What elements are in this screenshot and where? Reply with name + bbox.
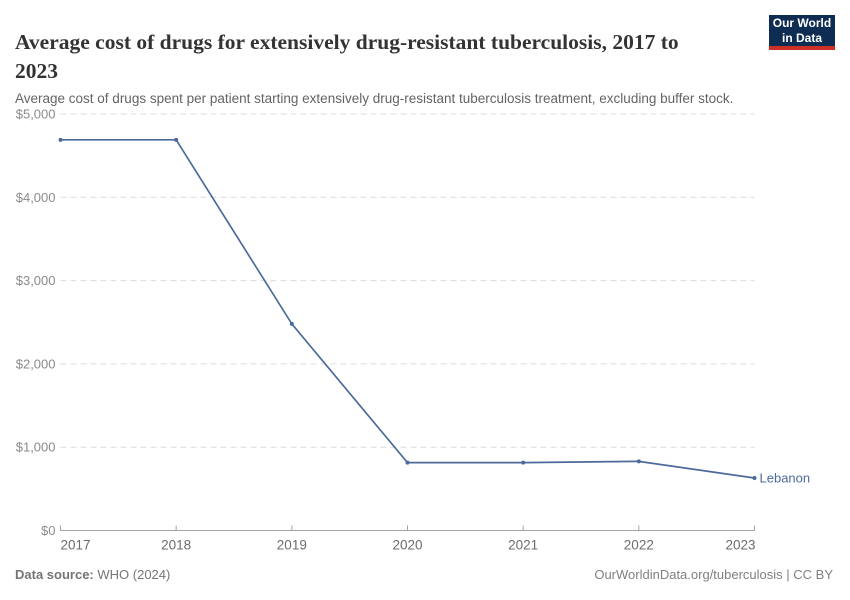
x-axis-tick-label: 2021 (508, 538, 538, 553)
data-source-label: Data source: (15, 567, 94, 582)
y-axis-tick-label: $4,000 (16, 190, 56, 205)
chart-title: Average cost of drugs for extensively dr… (15, 30, 679, 83)
chart-plot-area[interactable]: $0 $1,000 $2,000 $3,000 $4,000 $5,000 2017 2018… (0, 0, 850, 560)
x-axis-tick-label: 2018 (161, 538, 191, 553)
y-axis-tick-label: $2,000 (16, 356, 56, 371)
owid-logo[interactable]: Our World in Data (769, 15, 835, 50)
x-axis-tick-label: 2019 (277, 538, 307, 553)
x-axis-tick-label: 2023 (725, 538, 755, 553)
x-axis-tick-label: 2017 (61, 538, 91, 553)
x-axis-tick-label: 2022 (624, 538, 654, 553)
chart-footer: Data source: WHO (2024) OurWorldinData.o… (15, 567, 833, 582)
x-axis-tick-label: 2020 (392, 538, 422, 553)
y-axis-tick-label: $3,000 (16, 273, 56, 288)
data-point-marker (752, 476, 757, 481)
license-link[interactable]: OurWorldinData.org/tuberculosis | CC BY (594, 567, 833, 582)
data-line-lebanon (60, 138, 755, 479)
data-point-marker (174, 137, 179, 142)
chart-subtitle: Average cost of drugs spent per patient … (15, 90, 734, 106)
series-end-label[interactable]: Lebanon (760, 471, 811, 486)
data-point-marker (58, 137, 63, 142)
owid-logo-line1: Our World (772, 16, 832, 31)
data-point-marker (289, 321, 294, 326)
data-point-marker (636, 459, 641, 464)
y-axis-tick-label: $1,000 (16, 440, 56, 455)
y-axis-tick-label: $5,000 (16, 107, 56, 122)
data-source-value: WHO (2024) (97, 567, 171, 582)
data-point-marker (405, 460, 410, 465)
data-point-marker (521, 460, 526, 465)
owid-logo-line2: in Data (781, 30, 822, 45)
data-source: Data source: WHO (2024) (15, 567, 170, 582)
y-axis-tick-label: $0 (41, 523, 55, 538)
